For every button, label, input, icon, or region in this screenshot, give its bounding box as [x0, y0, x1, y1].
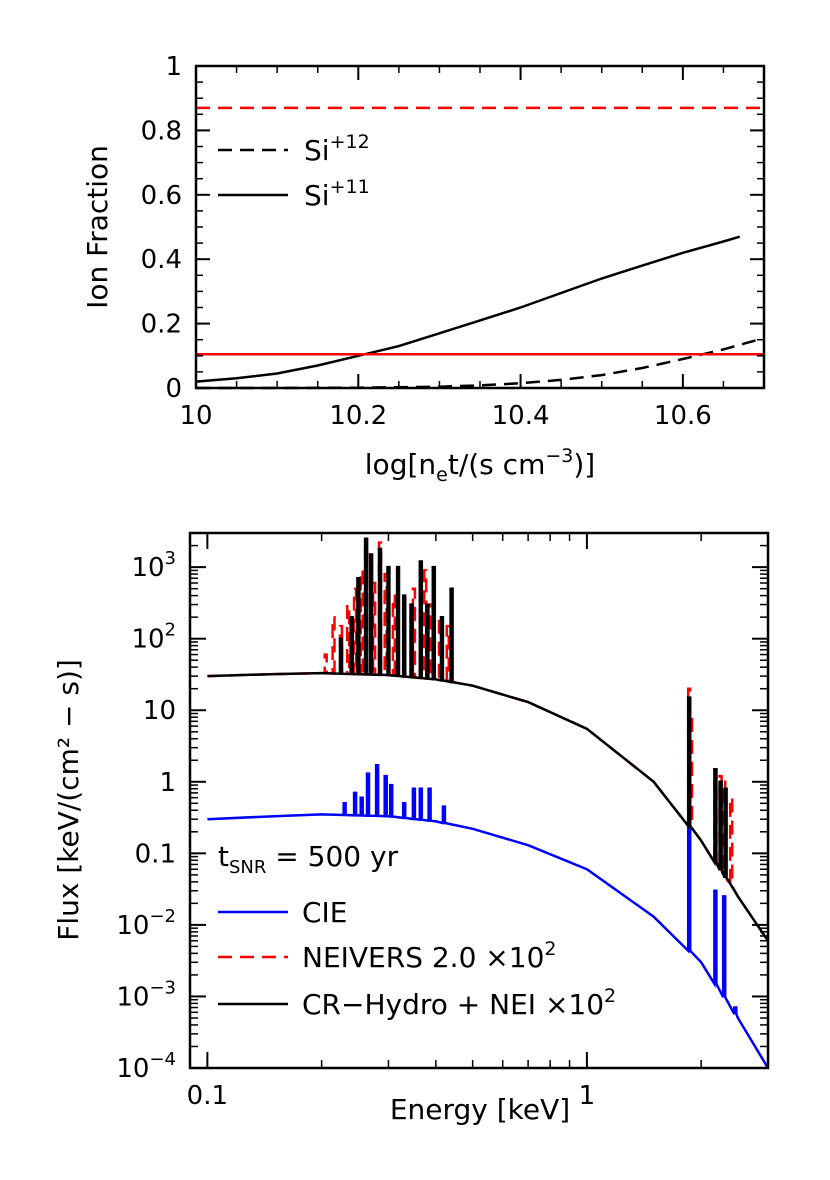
bottom-ytick-label: 102	[131, 620, 176, 655]
legend-label-crhydro: CR−Hydro + NEI ×102	[302, 985, 616, 1021]
top-ytick-label: 0.2	[141, 310, 182, 340]
bottom-ytick-label: 10−2	[116, 906, 176, 941]
top-ytick-label: 0.8	[141, 116, 182, 146]
top-ytick-label: 1	[165, 52, 182, 82]
bottom-plot-area	[207, 537, 770, 1069]
bottom-panel: 0.1 1 10−4 10−3 10−2 0.1 1 10 102 103 Flux [keV/(…	[52, 531, 770, 1126]
top-xlabel-rest: t/(s cm	[448, 448, 546, 481]
top-xlabel-end: )]	[573, 448, 595, 481]
bottom-ytick-label: 103	[131, 548, 176, 583]
bottom-xlabel: Energy [keV]	[390, 1093, 570, 1126]
top-plot-area	[195, 106, 765, 390]
bottom-ylabel: Flux [keV/(cm² − s)]	[52, 659, 85, 941]
top-xtick-label: 10.4	[492, 401, 550, 431]
bottom-series-2	[207, 537, 770, 942]
top-xtick-label: 10	[179, 401, 212, 431]
bottom-ytick-label: 10	[143, 696, 176, 726]
top-xtick-label: 10.6	[654, 401, 712, 431]
top-xtick-label: 10.2	[329, 401, 387, 431]
bottom-axes-frame	[188, 531, 770, 1070]
bottom-ytick-label: 10−3	[116, 977, 176, 1012]
top-ylabel: Ion Fraction	[81, 145, 114, 309]
top-series-0	[195, 235, 741, 383]
top-xlabel-main: log[n	[365, 448, 436, 481]
top-series-1	[196, 336, 765, 390]
top-axes-frame	[194, 64, 766, 390]
bottom-ticks: 0.1 1 10−4 10−3 10−2 0.1 1 10 102 103	[116, 532, 769, 1111]
top-ytick-label: 0	[165, 374, 182, 404]
bottom-annotation: tSNR = 500 yr	[218, 840, 399, 878]
bottom-xtick-label: 0.1	[187, 1081, 228, 1111]
legend-label-si11: Si+11	[304, 176, 370, 212]
top-ytick-label: 0.6	[141, 181, 182, 211]
top-xlabel: log[net/(s cm−3)]	[365, 445, 595, 486]
legend-label-si12: Si+12	[304, 131, 370, 167]
bottom-series-1	[207, 541, 770, 942]
legend-label-neivers: NEIVERS 2.0 ×102	[302, 938, 556, 974]
top-xlabel-sub: e	[436, 464, 448, 486]
bottom-ytick-label: 1	[159, 768, 176, 798]
bottom-xtick-label: 1	[579, 1081, 596, 1111]
bottom-ytick-label: 10−4	[116, 1049, 176, 1084]
top-ticks: 10 10.2 10.4 10.6 0 0.2 0.4 0.6 0.8 1	[141, 52, 765, 431]
top-xlabel-sup: −3	[545, 445, 573, 467]
bottom-series-0	[207, 764, 770, 1069]
top-ytick-label: 0.4	[141, 245, 182, 275]
top-panel: 10 10.2 10.4 10.6 0 0.2 0.4 0.6 0.8 1 Ion Fractio…	[81, 52, 766, 486]
bottom-legend: CIE NEIVERS 2.0 ×102 CR−Hydro + NEI ×102	[218, 896, 616, 1021]
bottom-ytick-label: 0.1	[135, 839, 176, 869]
top-legend: Si+12 Si+11	[218, 131, 370, 212]
legend-label-cie: CIE	[302, 896, 348, 929]
